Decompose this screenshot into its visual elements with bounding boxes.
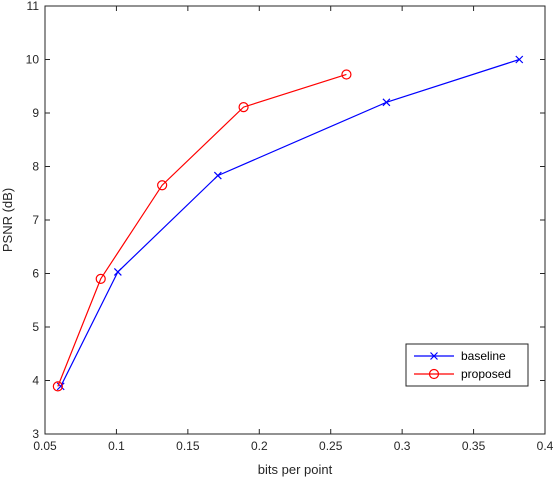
x-marker — [113, 267, 122, 276]
y-tick-label: 3 — [32, 427, 39, 441]
legend-item-proposed: proposed — [414, 367, 511, 381]
y-tick-label: 11 — [27, 0, 40, 13]
y-tick-label: 6 — [32, 267, 39, 281]
x-tick-label: 0.4 — [537, 439, 554, 453]
x-tick-label: 0.1 — [108, 439, 125, 453]
circle-marker — [428, 368, 440, 380]
circle-marker — [95, 273, 106, 284]
x-tick-label: 0.3 — [394, 439, 411, 453]
x-marker — [382, 98, 391, 107]
legend-label: baseline — [461, 349, 506, 363]
legend-label: proposed — [461, 367, 511, 381]
x-tick-label: 0.05 — [33, 439, 57, 453]
x-marker — [213, 171, 222, 180]
y-tick-label: 5 — [32, 320, 39, 334]
series-line-proposed — [57, 73, 347, 387]
x-tick-label: 0.15 — [176, 439, 200, 453]
plot-frame — [44, 5, 546, 435]
x-marker — [515, 55, 524, 64]
legend-items: baseline proposed — [414, 349, 511, 381]
x-tick-label: 0.35 — [462, 439, 486, 453]
x-tick-label: 0.2 — [251, 439, 268, 453]
legend: baseline proposed — [405, 343, 529, 387]
legend-box — [405, 343, 529, 387]
series-proposed — [52, 69, 352, 392]
y-axis-label: PSNR (dB) — [0, 188, 15, 252]
x-axis-label: bits per point — [258, 462, 333, 477]
circle-marker — [52, 381, 63, 392]
y-tick-label: 7 — [32, 213, 39, 227]
y-tick-label: 8 — [32, 160, 39, 174]
series-layer — [52, 55, 524, 392]
x-marker — [430, 352, 438, 360]
legend-item-baseline: baseline — [414, 349, 506, 363]
y-tick-label: 4 — [32, 374, 39, 388]
circle-marker — [238, 102, 249, 113]
series-baseline — [56, 55, 524, 391]
x-tick-label: 0.25 — [319, 439, 343, 453]
tick-labels: 0.05 0.1 0.15 0.2 0.25 0.3 0.35 0.4 3 4 5 6 7 8 9 10 11 — [26, 0, 554, 453]
y-tick-label: 9 — [32, 106, 39, 120]
circle-marker — [341, 69, 352, 80]
y-tick-label: 10 — [26, 53, 40, 67]
circle-marker — [157, 180, 168, 191]
